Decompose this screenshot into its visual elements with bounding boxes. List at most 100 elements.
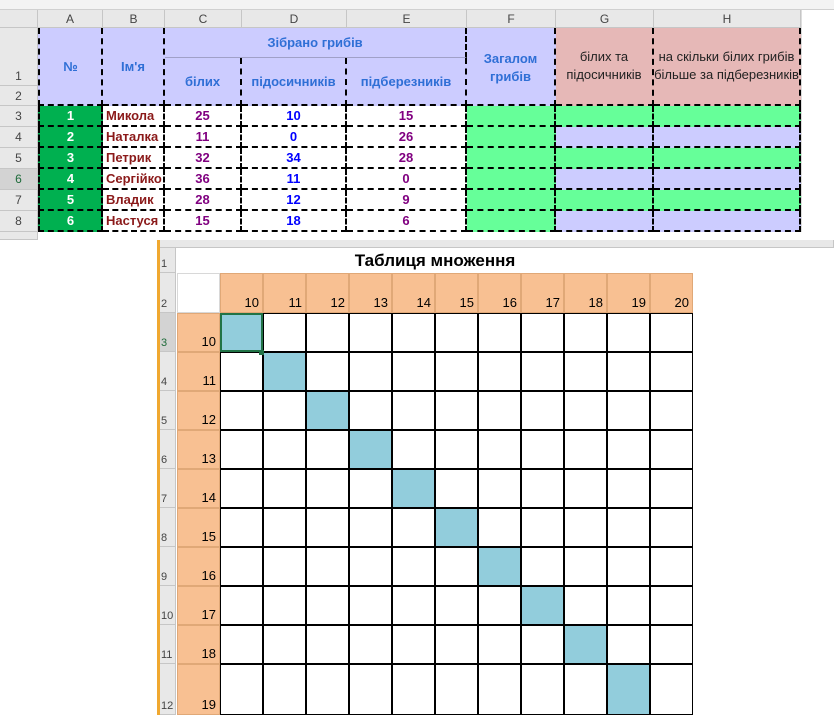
product-cell[interactable] [607,430,650,469]
product-cell[interactable] [306,664,349,715]
row-header-12[interactable]: 12 [160,664,176,715]
product-cell[interactable] [435,391,478,430]
product-cell[interactable] [220,586,263,625]
product-cell[interactable] [564,508,607,547]
product-cell[interactable] [521,313,564,352]
product-cell[interactable] [220,352,263,391]
product-cell[interactable] [521,625,564,664]
product-cell[interactable] [392,313,435,352]
product-cell[interactable] [263,625,306,664]
product-cell[interactable] [263,430,306,469]
product-cell[interactable] [263,664,306,715]
row-header-1[interactable]: 1 [0,28,38,86]
product-cell[interactable] [478,391,521,430]
row-header-5[interactable]: 5 [0,148,38,169]
product-cell[interactable] [564,664,607,715]
product-cell[interactable] [564,430,607,469]
product-cell[interactable] [306,352,349,391]
column-header-e[interactable]: E [347,10,467,28]
row-header-8[interactable]: 8 [160,508,176,547]
product-cell[interactable] [349,469,392,508]
product-cell[interactable] [349,313,392,352]
product-cell[interactable] [263,508,306,547]
product-cell[interactable] [263,469,306,508]
product-cell[interactable] [263,586,306,625]
product-cell[interactable] [435,469,478,508]
row-header-10[interactable]: 10 [160,586,176,625]
product-cell[interactable] [650,547,693,586]
product-cell[interactable] [306,625,349,664]
product-cell[interactable] [220,547,263,586]
product-cell[interactable] [349,547,392,586]
product-cell[interactable] [349,508,392,547]
column-header-a[interactable]: A [38,10,103,28]
product-cell[interactable] [306,586,349,625]
product-cell[interactable] [607,469,650,508]
product-cell[interactable] [435,586,478,625]
diagonal-cell[interactable] [607,664,650,715]
column-header-h[interactable]: H [654,10,801,28]
product-cell[interactable] [607,547,650,586]
product-cell[interactable] [349,352,392,391]
row-header-3[interactable]: 3 [160,313,176,352]
row-header-6[interactable]: 6 [0,169,38,190]
row-header-11[interactable]: 11 [160,625,176,664]
column-header-c[interactable]: C [165,10,242,28]
row-header-8[interactable]: 8 [0,211,38,232]
product-cell[interactable] [478,469,521,508]
row-header-9[interactable]: 9 [160,547,176,586]
selection-fill-handle[interactable] [259,350,264,355]
diagonal-cell[interactable] [392,469,435,508]
product-cell[interactable] [564,547,607,586]
product-cell[interactable] [521,391,564,430]
product-cell[interactable] [650,313,693,352]
product-cell[interactable] [478,664,521,715]
product-cell[interactable] [564,469,607,508]
row-header-7[interactable]: 7 [0,190,38,211]
product-cell[interactable] [521,547,564,586]
product-cell[interactable] [564,586,607,625]
product-cell[interactable] [392,586,435,625]
product-cell[interactable] [349,586,392,625]
product-cell[interactable] [650,469,693,508]
product-cell[interactable] [220,508,263,547]
product-cell[interactable] [220,430,263,469]
product-cell[interactable] [435,664,478,715]
product-cell[interactable] [306,508,349,547]
product-cell[interactable] [521,352,564,391]
product-cell[interactable] [435,430,478,469]
row-header-3[interactable]: 3 [0,106,38,127]
product-cell[interactable] [521,469,564,508]
product-cell[interactable] [650,352,693,391]
product-cell[interactable] [607,352,650,391]
product-cell[interactable] [607,625,650,664]
row-header-6[interactable]: 6 [160,430,176,469]
product-cell[interactable] [263,391,306,430]
product-cell[interactable] [392,352,435,391]
column-header-g[interactable]: G [556,10,654,28]
product-cell[interactable] [650,664,693,715]
product-cell[interactable] [392,391,435,430]
diagonal-cell[interactable] [263,352,306,391]
product-cell[interactable] [435,313,478,352]
product-cell[interactable] [650,586,693,625]
product-cell[interactable] [564,313,607,352]
product-cell[interactable] [349,391,392,430]
product-cell[interactable] [220,469,263,508]
product-cell[interactable] [306,547,349,586]
product-cell[interactable] [564,391,607,430]
product-cell[interactable] [521,430,564,469]
row-header-4[interactable]: 4 [0,127,38,148]
diagonal-cell[interactable] [521,586,564,625]
product-cell[interactable] [521,508,564,547]
product-cell[interactable] [478,586,521,625]
product-cell[interactable] [220,391,263,430]
diagonal-cell[interactable] [435,508,478,547]
product-cell[interactable] [650,391,693,430]
product-cell[interactable] [306,430,349,469]
product-cell[interactable] [650,508,693,547]
product-cell[interactable] [349,664,392,715]
product-cell[interactable] [349,625,392,664]
product-cell[interactable] [435,547,478,586]
row-header-7[interactable]: 7 [160,469,176,508]
